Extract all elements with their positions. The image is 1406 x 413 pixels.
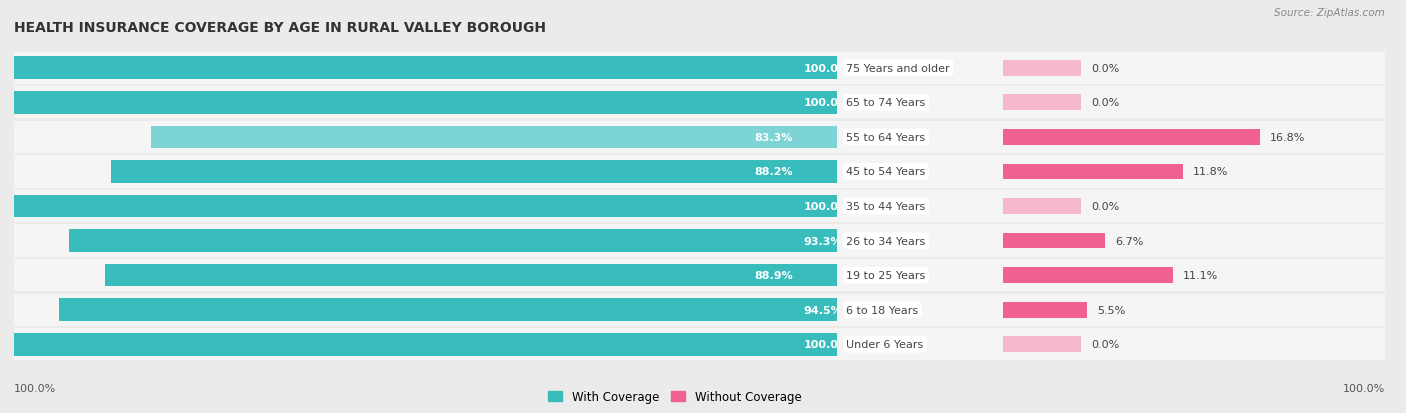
Text: 100.0%: 100.0% xyxy=(14,383,56,393)
Bar xyxy=(837,190,1406,223)
Text: 100.0%: 100.0% xyxy=(1343,383,1385,393)
Text: 100.0%: 100.0% xyxy=(804,202,849,211)
Text: 100.0%: 100.0% xyxy=(804,339,849,349)
Bar xyxy=(1002,337,1081,352)
Bar xyxy=(837,328,1406,361)
Text: 11.8%: 11.8% xyxy=(1194,167,1229,177)
Text: HEALTH INSURANCE COVERAGE BY AGE IN RURAL VALLEY BOROUGH: HEALTH INSURANCE COVERAGE BY AGE IN RURA… xyxy=(14,21,546,35)
Text: 11.1%: 11.1% xyxy=(1182,271,1218,280)
Bar xyxy=(1002,61,1081,76)
Bar xyxy=(1002,199,1081,214)
Text: 5.5%: 5.5% xyxy=(1097,305,1125,315)
Bar xyxy=(837,52,1406,85)
Text: 93.3%: 93.3% xyxy=(804,236,842,246)
Text: 6.7%: 6.7% xyxy=(1115,236,1143,246)
Text: 100.0%: 100.0% xyxy=(804,64,849,74)
Text: 6 to 18 Years: 6 to 18 Years xyxy=(846,305,918,315)
Text: 45 to 54 Years: 45 to 54 Years xyxy=(846,167,925,177)
Bar xyxy=(14,87,837,119)
Bar xyxy=(1002,268,1173,283)
Text: 55 to 64 Years: 55 to 64 Years xyxy=(846,133,925,142)
Text: 88.2%: 88.2% xyxy=(754,167,793,177)
Bar xyxy=(14,328,837,361)
Bar xyxy=(837,259,1406,292)
Bar xyxy=(837,225,1406,257)
Text: 75 Years and older: 75 Years and older xyxy=(846,64,950,74)
Bar xyxy=(14,121,837,154)
Bar xyxy=(837,121,1406,154)
Text: 0.0%: 0.0% xyxy=(1091,64,1119,74)
Bar xyxy=(152,126,837,149)
Bar xyxy=(14,333,837,356)
Bar xyxy=(837,87,1406,119)
Bar xyxy=(14,57,837,80)
Bar xyxy=(1002,95,1081,111)
Bar xyxy=(1002,302,1087,318)
Bar xyxy=(14,294,837,326)
Bar xyxy=(69,230,837,252)
Text: 88.9%: 88.9% xyxy=(754,271,793,280)
Text: 0.0%: 0.0% xyxy=(1091,98,1119,108)
Bar xyxy=(14,92,837,114)
Text: 16.8%: 16.8% xyxy=(1270,133,1305,142)
Text: 94.5%: 94.5% xyxy=(804,305,842,315)
Text: 65 to 74 Years: 65 to 74 Years xyxy=(846,98,925,108)
Text: Source: ZipAtlas.com: Source: ZipAtlas.com xyxy=(1274,8,1385,18)
Bar xyxy=(14,52,837,85)
Bar xyxy=(837,294,1406,326)
Bar xyxy=(837,156,1406,188)
Text: 100.0%: 100.0% xyxy=(804,98,849,108)
Text: 26 to 34 Years: 26 to 34 Years xyxy=(846,236,925,246)
Text: Under 6 Years: Under 6 Years xyxy=(846,339,924,349)
Bar xyxy=(105,264,837,287)
Bar xyxy=(14,156,837,188)
Bar xyxy=(59,299,837,321)
Text: 0.0%: 0.0% xyxy=(1091,202,1119,211)
Bar xyxy=(14,195,837,218)
Text: 35 to 44 Years: 35 to 44 Years xyxy=(846,202,925,211)
Text: 0.0%: 0.0% xyxy=(1091,339,1119,349)
Bar xyxy=(1002,130,1260,145)
Bar xyxy=(1002,233,1105,249)
Bar xyxy=(111,161,837,183)
Bar xyxy=(14,190,837,223)
Text: 83.3%: 83.3% xyxy=(754,133,793,142)
Bar xyxy=(1002,164,1184,180)
Text: 19 to 25 Years: 19 to 25 Years xyxy=(846,271,925,280)
Legend: With Coverage, Without Coverage: With Coverage, Without Coverage xyxy=(548,390,801,403)
Bar xyxy=(14,259,837,292)
Bar xyxy=(14,225,837,257)
